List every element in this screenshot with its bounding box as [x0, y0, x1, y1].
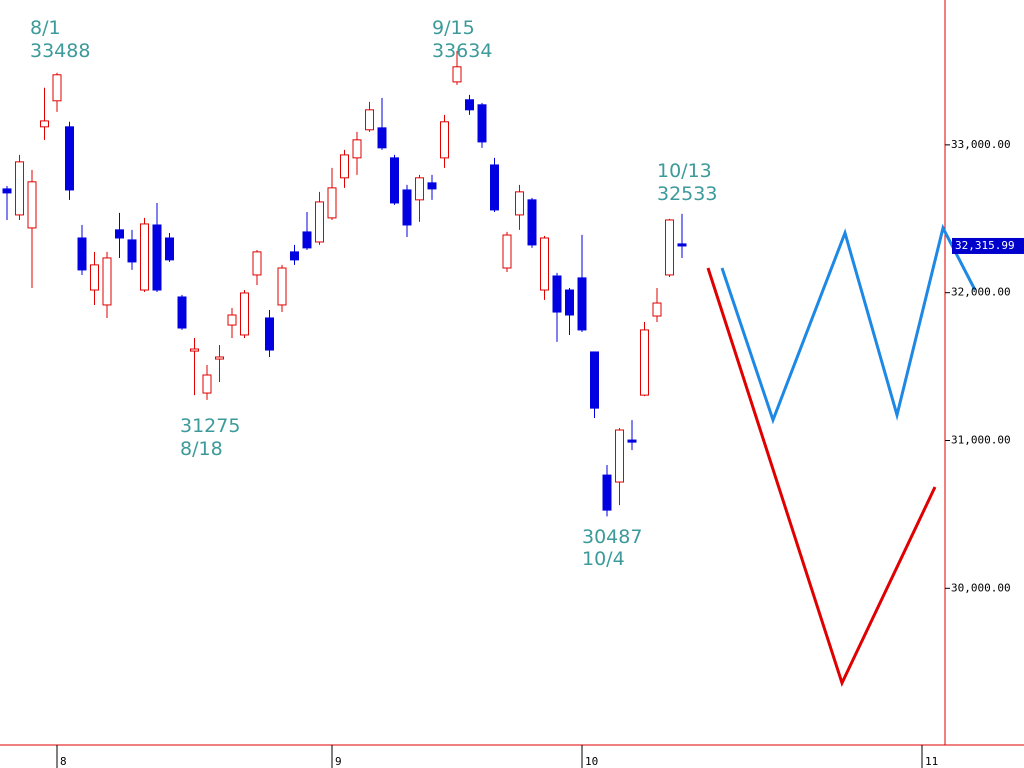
- candle-body: [577, 277, 587, 331]
- y-tick-label: 31,000.00: [951, 433, 1011, 446]
- candle-body: [652, 302, 662, 317]
- candle-body: [352, 139, 362, 159]
- candle-body: [290, 251, 299, 261]
- candle-body: [90, 264, 99, 291]
- x-tick-label: 8: [60, 755, 67, 768]
- candle-body: [115, 229, 124, 239]
- annotation-price: 31275: [180, 415, 240, 437]
- x-tick-label: 11: [925, 755, 938, 768]
- candle-body: [477, 104, 487, 143]
- candle-body: [215, 356, 224, 360]
- candle-body: [52, 74, 62, 102]
- candle-body: [365, 109, 374, 131]
- candle-body: [27, 181, 37, 229]
- candle-body: [40, 120, 49, 128]
- candle-body: [590, 351, 599, 409]
- candle-body: [527, 199, 537, 246]
- candle-body: [640, 329, 649, 396]
- candle-body: [2, 188, 12, 194]
- annotation-date: 8/1: [30, 17, 61, 39]
- candle-body: [427, 182, 437, 190]
- x-tick-label: 10: [585, 755, 598, 768]
- candle-body: [177, 296, 187, 329]
- candle-body: [127, 239, 137, 263]
- annotation-date: 10/13: [657, 160, 712, 182]
- candle-body: [240, 292, 249, 336]
- candle-body: [490, 164, 499, 211]
- candle-body: [265, 317, 274, 351]
- candle-body: [102, 257, 112, 306]
- candle-body: [152, 224, 162, 291]
- candle-body: [602, 474, 612, 511]
- projection-line: [720, 223, 977, 425]
- candle-body: [302, 231, 312, 249]
- annotation-price: 32533: [657, 183, 717, 205]
- candle-body: [515, 191, 524, 216]
- candle-body: [627, 439, 637, 443]
- y-tick-label: 33,000.00: [951, 138, 1011, 151]
- candle-body: [390, 157, 399, 204]
- annotation-date: 9/15: [432, 17, 475, 39]
- annotation-price: 33634: [432, 40, 492, 62]
- candle-body: [277, 267, 287, 306]
- candle-body: [615, 429, 624, 483]
- candle-body: [552, 275, 562, 313]
- candle-body: [415, 177, 424, 201]
- last-price-label: 32,315.99: [955, 239, 1015, 252]
- candle-body: [202, 374, 212, 394]
- annotation-date: 10/4: [582, 548, 625, 570]
- candle-body: [190, 348, 199, 352]
- projection-line: [706, 267, 937, 688]
- candle-body: [77, 237, 87, 271]
- annotation-date: 8/18: [180, 438, 223, 460]
- x-tick-label: 9: [335, 755, 342, 768]
- y-tick-label: 30,000.00: [951, 581, 1011, 594]
- candle-body: [315, 201, 324, 243]
- candle-body: [227, 314, 237, 326]
- candle-body: [452, 66, 462, 83]
- candle-body: [402, 189, 412, 226]
- candle-body: [165, 237, 174, 261]
- candle-body: [665, 219, 674, 276]
- candle-body: [252, 251, 262, 276]
- candle-body: [327, 187, 337, 219]
- last-price-box: [952, 237, 1024, 254]
- candle-body: [440, 121, 449, 159]
- candle-body: [65, 126, 74, 191]
- candle-body: [540, 237, 549, 291]
- y-tick-label: 32,000.00: [951, 286, 1011, 299]
- annotation-price: 30487: [582, 526, 642, 548]
- candle-body: [677, 243, 687, 247]
- candle-body: [377, 127, 387, 149]
- candle-body: [140, 223, 149, 291]
- annotation-price: 33488: [30, 40, 90, 62]
- candle-body: [15, 161, 24, 216]
- candle-body: [465, 99, 474, 111]
- candle-body: [340, 154, 349, 179]
- candle-body: [502, 234, 512, 269]
- candle-body: [565, 289, 574, 316]
